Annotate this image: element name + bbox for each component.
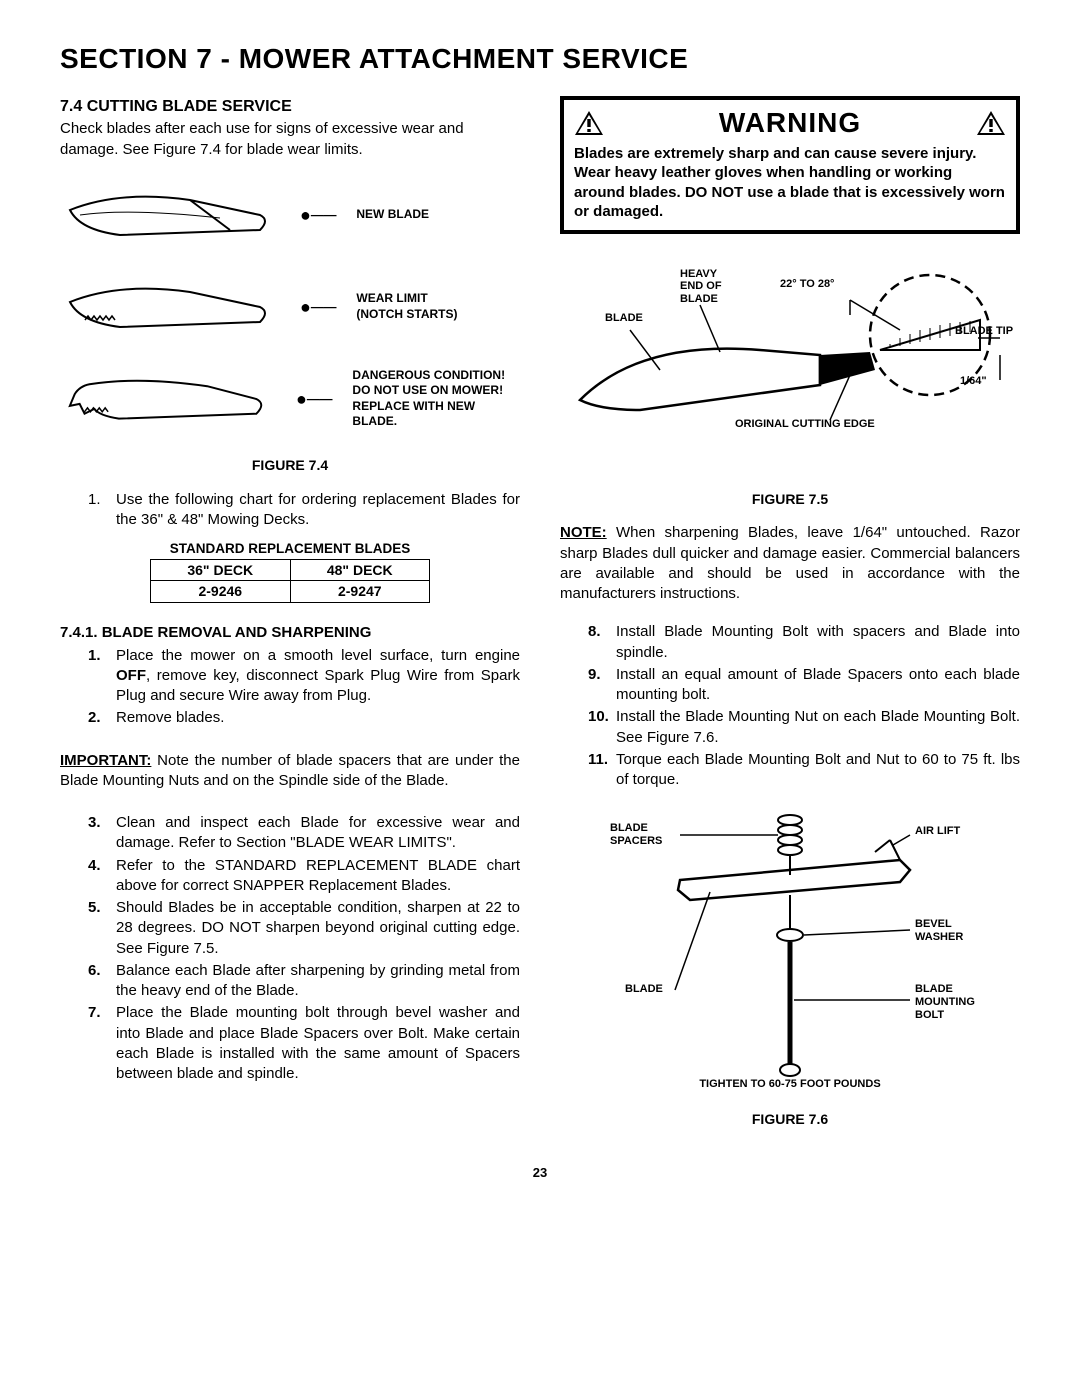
warning-box: WARNING Blades are extremely sharp and c…	[560, 96, 1020, 234]
blade-dangerous-icon	[60, 364, 276, 434]
list-item: 8.Install Blade Mounting Bolt with space…	[588, 622, 1020, 663]
new-blade-label: NEW BLADE	[356, 207, 429, 223]
list-number: 6.	[88, 961, 116, 1002]
section-title: SECTION 7 - MOWER ATTACHMENT SERVICE	[60, 40, 1020, 78]
list-text: Clean and inspect each Blade for excessi…	[116, 813, 520, 854]
list-item: 5.Should Blades be in acceptable conditi…	[88, 898, 520, 959]
intro-paragraph: Check blades after each use for signs of…	[60, 119, 520, 160]
list-item: 11.Torque each Blade Mounting Bolt and N…	[588, 750, 1020, 791]
list-text: Remove blades.	[116, 708, 520, 728]
table-header: 48" DECK	[290, 559, 430, 581]
blade-bolt-label: BLADE MOUNTING BOLT	[915, 983, 975, 1021]
list-text: Balance each Blade after sharpening by g…	[116, 961, 520, 1002]
list-item: 3.Clean and inspect each Blade for exces…	[88, 813, 520, 854]
heavy-end-label: HEAVY END OF BLADE	[680, 268, 722, 306]
list-number: 10.	[588, 707, 616, 748]
blade-label-2: BLADE	[625, 983, 663, 996]
list-text: Install an equal amount of Blade Spacers…	[616, 665, 1020, 706]
table-cell: 2-9247	[290, 581, 430, 603]
figure-7-6-caption: FIGURE 7.6	[560, 1110, 1020, 1129]
warning-body: Blades are extremely sharp and can cause…	[574, 144, 1006, 222]
list-text: Install Blade Mounting Bolt with spacers…	[616, 622, 1020, 663]
list-item: 7.Place the Blade mounting bolt through …	[88, 1003, 520, 1084]
figure-7-6: BLADE SPACERS AIR LIFT BEVEL WASHER BLAD…	[560, 800, 1020, 1110]
blade-angle-diagram-icon	[560, 260, 1020, 475]
warning-icon	[574, 110, 604, 136]
warning-icon	[976, 110, 1006, 136]
list-text: Should Blades be in acceptable condition…	[116, 898, 520, 959]
fraction-label: 1/64"	[960, 375, 987, 388]
blade-worn-icon	[60, 272, 280, 342]
warning-title: WARNING	[719, 104, 861, 142]
list-number: 4.	[88, 856, 116, 897]
list-item: 1.Place the mower on a smooth level surf…	[88, 646, 520, 707]
replacement-blade-table: STANDARD REPLACEMENT BLADES 36" DECK 48"…	[150, 540, 430, 603]
angle-label: 22° TO 28°	[780, 278, 834, 291]
list-number: 1.	[88, 490, 116, 531]
list-text: Install the Blade Mounting Nut on each B…	[616, 707, 1020, 748]
list-number: 1.	[88, 646, 116, 707]
table-header: 36" DECK	[151, 559, 291, 581]
original-edge-label: ORIGINAL CUTTING EDGE	[735, 418, 875, 431]
list-text: Place the Blade mounting bolt through be…	[116, 1003, 520, 1084]
list-item: 10.Install the Blade Mounting Nut on eac…	[588, 707, 1020, 748]
tighten-label: TIGHTEN TO 60-75 FOOT POUNDS	[560, 1078, 1020, 1091]
bevel-washer-label: BEVEL WASHER	[915, 918, 963, 943]
blade-label: BLADE	[605, 312, 643, 325]
air-lift-label: AIR LIFT	[915, 825, 960, 838]
list-number: 2.	[88, 708, 116, 728]
left-column: 7.4 CUTTING BLADE SERVICE Check blades a…	[60, 96, 520, 1145]
blade-spacers-label: BLADE SPACERS	[610, 822, 662, 847]
list-text: Place the mower on a smooth level surfac…	[116, 646, 520, 707]
table-title: STANDARD REPLACEMENT BLADES	[150, 540, 430, 558]
note-paragraph: NOTE: When sharpening Blades, leave 1/64…	[560, 523, 1020, 604]
list-number: 7.	[88, 1003, 116, 1084]
list-number: 8.	[588, 622, 616, 663]
list-item: 1. Use the following chart for ordering …	[88, 490, 520, 531]
blade-tip-label: BLADE TIP	[955, 325, 1013, 338]
list-text: Torque each Blade Mounting Bolt and Nut …	[616, 750, 1020, 791]
dangerous-label: DANGEROUS CONDITION! DO NOT USE ON MOWER…	[352, 368, 520, 430]
blade-new-icon	[60, 180, 280, 250]
wear-limit-label: WEAR LIMIT (NOTCH STARTS)	[356, 291, 457, 322]
subsub-heading: 7.4.1. BLADE REMOVAL AND SHARPENING	[60, 623, 520, 643]
list-item: 2.Remove blades.	[88, 708, 520, 728]
figure-7-4-caption: FIGURE 7.4	[60, 456, 520, 475]
list-number: 3.	[88, 813, 116, 854]
figure-7-5-caption: FIGURE 7.5	[560, 490, 1020, 509]
list-text: Use the following chart for ordering rep…	[116, 490, 520, 531]
table-cell: 2-9246	[151, 581, 291, 603]
important-note: IMPORTANT: Note the number of blade spac…	[60, 751, 520, 792]
page-number: 23	[60, 1164, 1020, 1182]
subheading: 7.4 CUTTING BLADE SERVICE	[60, 96, 520, 118]
list-text: Refer to the STANDARD REPLACEMENT BLADE …	[116, 856, 520, 897]
list-number: 11.	[588, 750, 616, 791]
figure-7-5: HEAVY END OF BLADE BLADE 22° TO 28° BLAD…	[560, 260, 1020, 475]
list-item: 4.Refer to the STANDARD REPLACEMENT BLAD…	[88, 856, 520, 897]
list-item: 6.Balance each Blade after sharpening by…	[88, 961, 520, 1002]
list-item: 9.Install an equal amount of Blade Space…	[588, 665, 1020, 706]
right-column: WARNING Blades are extremely sharp and c…	[560, 96, 1020, 1145]
list-number: 5.	[88, 898, 116, 959]
figure-7-4: ●── NEW BLADE ●── WEAR LIMIT (NOTCH STAR…	[60, 180, 520, 475]
list-number: 9.	[588, 665, 616, 706]
